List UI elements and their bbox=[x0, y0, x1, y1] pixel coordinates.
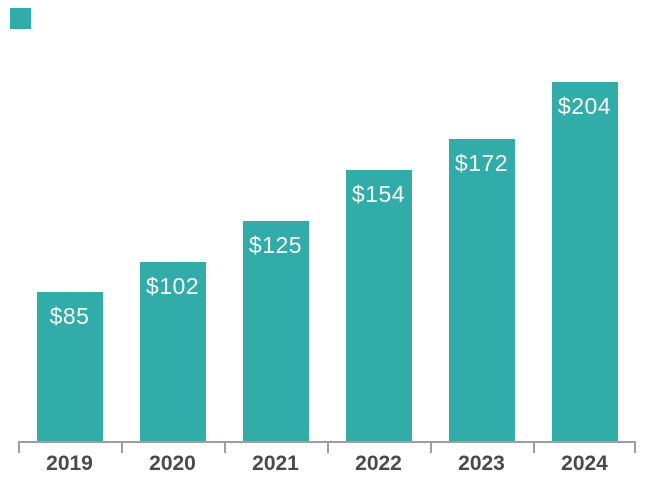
bar-value-label: $172 bbox=[454, 150, 509, 176]
x-axis-tick bbox=[121, 441, 123, 453]
bar-value-label: $204 bbox=[557, 93, 612, 119]
bar-2022: $154 bbox=[345, 170, 412, 441]
legend-swatch bbox=[10, 8, 31, 29]
x-tick-label-2021: 2021 bbox=[252, 452, 299, 475]
bar-2019: $85 bbox=[36, 292, 103, 441]
x-axis-tick bbox=[533, 441, 535, 453]
bar-value-label: $154 bbox=[351, 181, 406, 207]
x-tick-label-2019: 2019 bbox=[46, 452, 93, 475]
bar-value-label: $85 bbox=[49, 303, 90, 329]
x-tick-label-2024: 2024 bbox=[561, 452, 608, 475]
bar-2023: $172 bbox=[448, 139, 515, 441]
bar-2024: $204 bbox=[551, 82, 618, 441]
x-axis-tick bbox=[634, 441, 636, 453]
x-tick-label-2020: 2020 bbox=[149, 452, 196, 475]
x-axis-tick bbox=[224, 441, 226, 453]
bar-value-label: $125 bbox=[248, 232, 303, 258]
bar-2020: $102 bbox=[139, 262, 206, 441]
x-tick-label-2023: 2023 bbox=[458, 452, 505, 475]
bar-2021: $125 bbox=[242, 221, 309, 441]
bar-value-label: $102 bbox=[145, 273, 200, 299]
x-axis-tick bbox=[327, 441, 329, 453]
x-axis-tick bbox=[430, 441, 432, 453]
x-tick-label-2022: 2022 bbox=[355, 452, 402, 475]
x-axis-tick bbox=[18, 441, 20, 453]
